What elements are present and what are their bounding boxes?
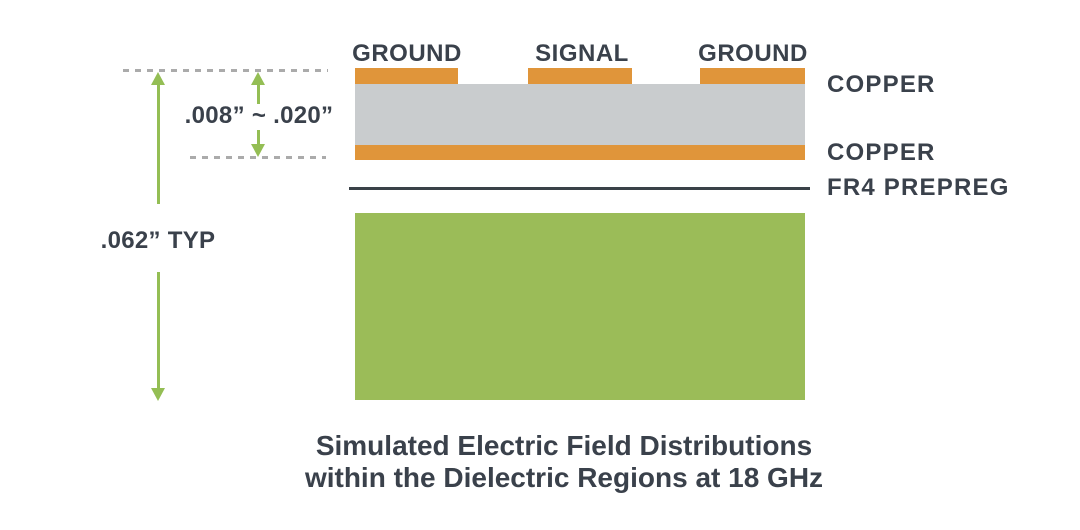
arrow-up-icon <box>251 72 265 85</box>
dimension-arrow-shaft <box>257 84 260 104</box>
dimension-arrow-shaft <box>157 272 160 389</box>
arrow-up-icon <box>151 72 165 85</box>
copper-top-label: COPPER <box>827 71 936 98</box>
arrow-down-icon <box>251 144 265 157</box>
fr4-prepreg-line <box>349 187 810 190</box>
board-thickness-dimension-label: .062” TYP <box>100 227 216 254</box>
dashed-reference-line-top <box>123 69 328 72</box>
caption-line-1: Simulated Electric Field Distributions <box>315 430 813 461</box>
copper-bottom-layer <box>355 145 805 160</box>
copper-bottom-label: COPPER <box>827 139 936 166</box>
copper-trace-ground-right <box>700 68 805 84</box>
dimension-arrow-shaft <box>257 130 260 145</box>
caption-line-2: within the Dielectric Regions at 18 GHz <box>304 461 824 493</box>
ground-trace-label-left: GROUND <box>352 40 462 67</box>
caption: Simulated Electric Field Distributions w… <box>304 430 824 493</box>
core-thickness-dimension-label: .008” ~ .020” <box>184 102 334 129</box>
dimension-arrow-shaft <box>157 84 160 204</box>
copper-trace-signal <box>528 68 632 84</box>
copper-trace-ground-left <box>355 68 458 84</box>
fr4-core-region <box>355 213 805 400</box>
dielectric-core-layer <box>355 84 805 145</box>
arrow-down-icon <box>151 388 165 401</box>
dashed-reference-line-bottom <box>190 156 326 159</box>
signal-trace-label: SIGNAL <box>535 40 629 67</box>
ground-trace-label-right: GROUND <box>698 40 808 67</box>
fr4-prepreg-label: FR4 PREPREG <box>827 174 1010 201</box>
